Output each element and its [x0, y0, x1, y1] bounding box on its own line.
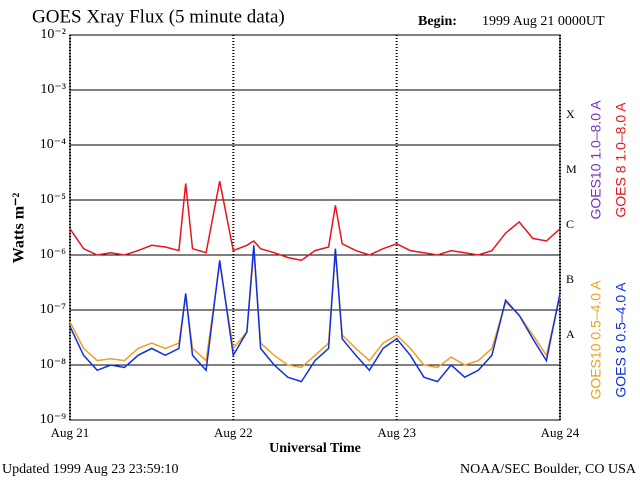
chart-title: GOES Xray Flux (5 minute data): [32, 6, 285, 27]
series-line: [69, 181, 561, 262]
x-axis-label: Universal Time: [269, 441, 361, 456]
flare-class-label: B: [566, 272, 574, 286]
flare-class-label: X: [566, 107, 575, 121]
legend-entry: GOES 8 0.5–4.0 A: [613, 282, 629, 398]
y-tick-label: 10⁻⁴: [40, 137, 66, 152]
y-tick-label: 10⁻³: [40, 82, 66, 97]
footer-left: Updated 1999 Aug 23 23:59:10: [2, 462, 179, 477]
flare-class-label: M: [566, 162, 577, 176]
flare-class-label: A: [566, 327, 575, 341]
x-tick-label: Aug 24: [541, 425, 580, 440]
legend-entry: GOES10 1.0–8.0 A: [588, 100, 604, 220]
x-tick-label: Aug 22: [214, 425, 253, 440]
x-tick-label: Aug 21: [51, 425, 90, 440]
y-tick-label: 10⁻⁸: [40, 357, 66, 372]
y-tick-label: 10⁻⁶: [40, 247, 66, 262]
series-line: [69, 250, 561, 369]
begin-label: Begin:: [418, 14, 457, 29]
series-line: [69, 245, 561, 383]
flare-class-label: C: [566, 217, 574, 231]
x-tick-label: Aug 23: [377, 425, 416, 440]
y-tick-label: 10⁻⁷: [40, 302, 66, 317]
legend-entry: GOES 8 1.0–8.0 A: [613, 102, 629, 218]
y-axis-label: Watts m⁻²: [11, 193, 28, 264]
y-tick-label: 10⁻⁵: [40, 192, 66, 207]
y-tick-label: 10⁻²: [40, 27, 66, 42]
begin-value: 1999 Aug 21 0000UT: [482, 14, 605, 29]
footer-right: NOAA/SEC Boulder, CO USA: [460, 462, 637, 477]
legend-entry: GOES10 0.5–4.0 A: [588, 280, 604, 400]
y-tick-label: 10⁻⁹: [40, 412, 66, 427]
